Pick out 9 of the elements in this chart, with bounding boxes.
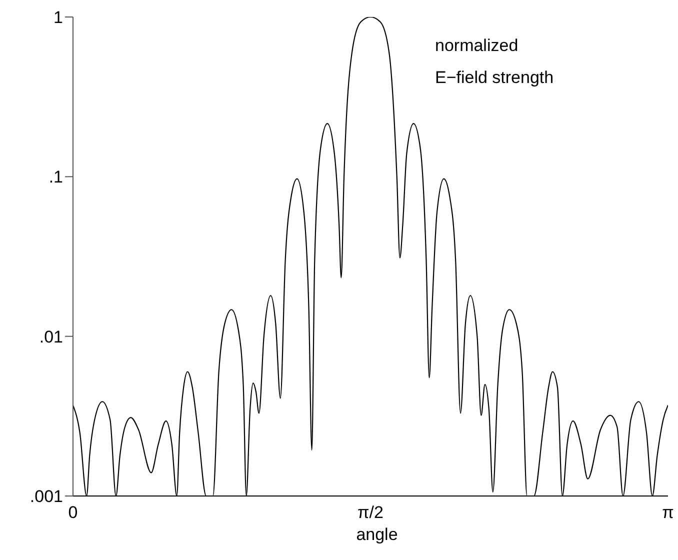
x-tick-label: π/2 xyxy=(358,503,384,522)
y-tick-label: .1 xyxy=(48,168,63,187)
y-tick-label: .001 xyxy=(30,487,63,506)
y-tick-label: .01 xyxy=(39,327,63,346)
annotation: normalized E−field strength xyxy=(435,35,554,89)
x-tick-label: 0 xyxy=(68,503,78,522)
x-tick-label: π xyxy=(662,503,674,522)
x-axis-title: angle xyxy=(355,525,399,545)
y-tick-label: 1 xyxy=(54,8,63,28)
